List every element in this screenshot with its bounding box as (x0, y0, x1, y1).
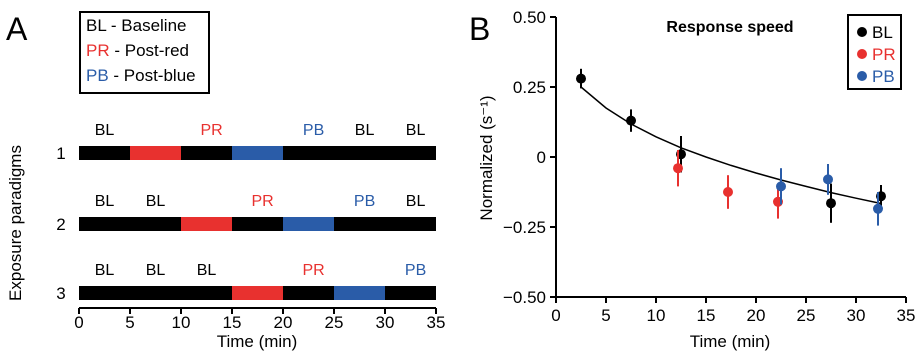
panel-a-xlabel: Time (min) (217, 332, 298, 351)
panel-a-label: A (6, 11, 28, 47)
paradigm-2-segment-pb (283, 217, 334, 231)
panel-a-x-tick-label: 30 (376, 313, 395, 332)
panel-a-x-tick-label: 10 (172, 313, 191, 332)
panel-b-label: B (469, 11, 490, 47)
paradigm-2-segment-bl (334, 217, 436, 231)
paradigm-3-segment-bl (385, 286, 436, 300)
panel-b-x-tick-label: 15 (697, 306, 716, 325)
panel-b-x-tick-label: 30 (847, 306, 866, 325)
paradigm-3-segment-bl (79, 286, 232, 300)
panel-b-x-tick-label: 35 (897, 306, 916, 325)
paradigm-1-label: 1 (56, 144, 65, 163)
panel-b-xlabel: Time (min) (690, 332, 771, 351)
panel-b-x-tick-label: 5 (601, 306, 610, 325)
panel-a-x-tick-label: 25 (325, 313, 344, 332)
legend-a-desc: - Baseline (106, 16, 186, 35)
panel-a-x-tick-label: 15 (223, 313, 242, 332)
paradigm-1-cond-label: BL (406, 122, 426, 139)
timelines: 1 BL PR PB BL BL 2 BL BL PR PB BL 3 BL BL BL PR PB (56, 122, 436, 303)
fit-curve-group (580, 86, 882, 205)
legend-b-label: BL (872, 23, 893, 42)
panel-b-legend: BL PR PB (847, 14, 902, 90)
legend-a-entry-bl: BL - Baseline (86, 16, 187, 35)
panel-a-x-axis: 0 5 10 15 20 25 30 35 (74, 307, 446, 332)
panel-a-legend-box (79, 11, 210, 94)
fit-curve (580, 86, 882, 205)
panel-b-title: Response speed (666, 19, 793, 36)
paradigm-3-segment-pb (334, 286, 385, 300)
paradigm-1-cond-label: PB (303, 122, 324, 139)
panel-b-x-tick-label: 10 (647, 306, 666, 325)
legend-b-marker-pr (857, 49, 867, 59)
legend-b-label: PB (872, 67, 895, 86)
paradigm-3-cond-label: BL (95, 262, 115, 279)
panel-a-x-tick-label: 0 (74, 313, 83, 332)
legend-a-abbr: BL (86, 16, 106, 35)
paradigm-2-cond-label: BL (146, 193, 166, 210)
paradigm-1-cond-label: PR (200, 122, 222, 139)
paradigm-3-cond-label: PR (302, 262, 324, 279)
panel-b-y-tick-label: −0.25 (503, 218, 546, 237)
panel-a-x-tick-label: 5 (125, 313, 134, 332)
legend-a-entry-pr: PR - Post-red (86, 41, 189, 60)
paradigm-3-cond-label: BL (146, 262, 166, 279)
paradigm-3-cond-label: PB (405, 262, 426, 279)
paradigm-2-cond-label: BL (95, 193, 115, 210)
paradigm-1-segment-pb (232, 146, 283, 160)
legend-a-abbr: PB (86, 66, 109, 85)
panel-b-y-tick-label: −0.50 (503, 288, 546, 307)
panel-b-legend-box (847, 14, 902, 90)
panel-a-x-tick-label: 35 (427, 313, 446, 332)
data-point-pr (673, 163, 683, 174)
paradigm-2-label: 2 (56, 215, 65, 234)
panel-b-x-tick-label: 20 (747, 306, 766, 325)
paradigm-1-segment-bl (79, 146, 130, 160)
paradigm-3-segment-bl (283, 286, 334, 300)
panel-b-axes: 0 5 10 15 20 25 30 35 0.50 0.25 0 −0.25 −0.50 (503, 8, 915, 325)
data-points (576, 68, 886, 226)
paradigm-1-segment-bl (181, 146, 232, 160)
legend-b-marker-bl (857, 27, 867, 37)
paradigm-2-cond-label: PB (354, 193, 375, 210)
panel-b-x-tick-label: 25 (797, 306, 816, 325)
panel-a-ylabel: Exposure paradigms (6, 145, 25, 301)
paradigm-2-cond-label: BL (406, 193, 426, 210)
legend-a-desc: - Post-red (110, 41, 189, 60)
paradigm-3-cond-label: BL (197, 262, 217, 279)
legend-a-desc: - Post-blue (109, 66, 196, 85)
data-point-pb (776, 181, 786, 192)
data-point-pr (723, 187, 733, 197)
paradigm-1-cond-label: BL (355, 122, 375, 139)
data-point-bl (576, 73, 586, 84)
paradigm-1-segment-bl (283, 146, 436, 160)
paradigm-1-segment-pr (130, 146, 181, 160)
legend-b-label: PR (872, 45, 896, 64)
data-point-pb (823, 174, 833, 185)
paradigm-1-cond-label: BL (95, 122, 115, 139)
panel-b-y-tick-label: 0.50 (513, 8, 546, 27)
legend-a-entry-pb: PB - Post-blue (86, 66, 196, 85)
data-point-pb (873, 203, 883, 214)
paradigm-2-segment-bl (232, 217, 283, 231)
data-point-bl (626, 115, 636, 126)
paradigm-3-label: 3 (56, 284, 65, 303)
panel-b-x-tick-label: 0 (551, 306, 560, 325)
paradigm-3-segment-pr (232, 286, 283, 300)
paradigm-2-segment-bl (79, 217, 181, 231)
panel-b-y-tick-label: 0.25 (513, 78, 546, 97)
data-point-bl (826, 198, 836, 209)
panel-b: B Response speed Normalized (s⁻¹) 0 5 10 15… (469, 8, 915, 351)
paradigm-2-cond-label: PR (251, 193, 273, 210)
panel-a-x-tick-label: 20 (274, 313, 293, 332)
legend-b-marker-pb (857, 71, 867, 81)
panel-b-ylabel: Normalized (s⁻¹) (477, 95, 496, 220)
legend-a-abbr: PR (86, 41, 110, 60)
panel-b-y-tick-label: 0 (537, 148, 546, 167)
paradigm-2-segment-pr (181, 217, 232, 231)
